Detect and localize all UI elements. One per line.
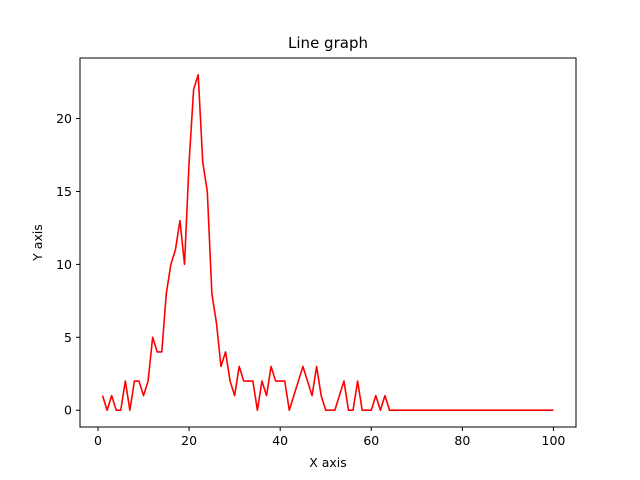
series-line xyxy=(101,73,554,412)
series-layer xyxy=(101,73,554,412)
x-tick-label: 0 xyxy=(94,433,102,448)
y-tick-label: 20 xyxy=(56,111,72,126)
x-tick-label: 80 xyxy=(454,433,470,448)
x-tick-label: 40 xyxy=(272,433,288,448)
x-tick-label: 100 xyxy=(542,433,566,448)
y-tick-label: 0 xyxy=(64,403,72,418)
chart-title: Line graph xyxy=(288,34,368,52)
y-axis-label: Y axis xyxy=(30,224,45,262)
plot-area: 0 20 40 60 80 100 0 5 10 15 20 xyxy=(56,57,577,448)
x-axis-ticks: 0 20 40 60 80 100 xyxy=(94,427,565,448)
y-axis-ticks: 0 5 10 15 20 xyxy=(56,111,80,418)
y-tick-label: 5 xyxy=(64,330,72,345)
x-tick-label: 60 xyxy=(363,433,379,448)
y-tick-label: 15 xyxy=(56,184,72,199)
y-tick-label: 10 xyxy=(56,257,72,272)
x-axis-label: X axis xyxy=(309,455,347,470)
x-tick-label: 20 xyxy=(181,433,197,448)
axes-frame xyxy=(79,57,577,428)
